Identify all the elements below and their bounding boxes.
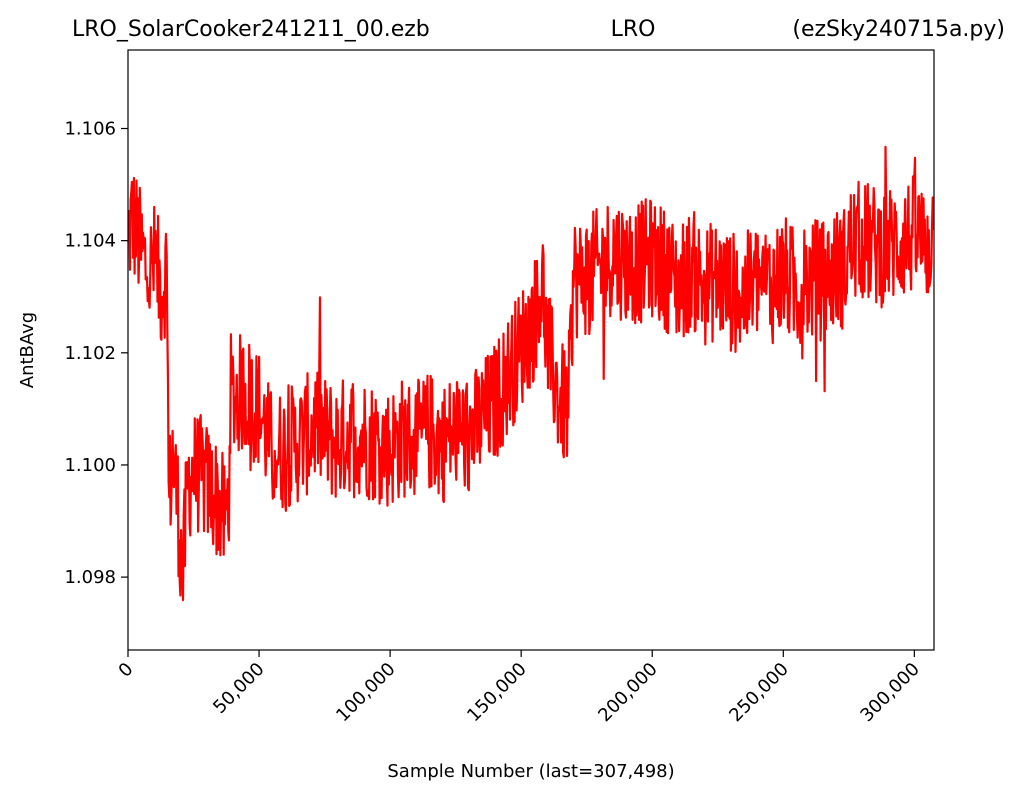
y-tick-label: 1.100 — [64, 455, 116, 476]
y-axis-label: AntBAvg — [17, 312, 38, 388]
series-line-0 — [128, 145, 934, 602]
y-tick-label: 1.106 — [64, 119, 116, 140]
chart-title-center: LRO — [611, 17, 656, 42]
y-tick-label: 1.104 — [64, 231, 116, 252]
y-tick-label: 1.098 — [64, 567, 116, 588]
data-layer — [128, 145, 934, 602]
chart-title-left: LRO_SolarCooker241211_00.ezb — [72, 17, 430, 42]
plot-frame — [127, 49, 935, 651]
chart-title-right: (ezSky240715a.py) — [792, 17, 1005, 42]
y-tick-label: 1.102 — [64, 343, 116, 364]
x-axis-label: Sample Number (last=307,498) — [387, 761, 674, 782]
